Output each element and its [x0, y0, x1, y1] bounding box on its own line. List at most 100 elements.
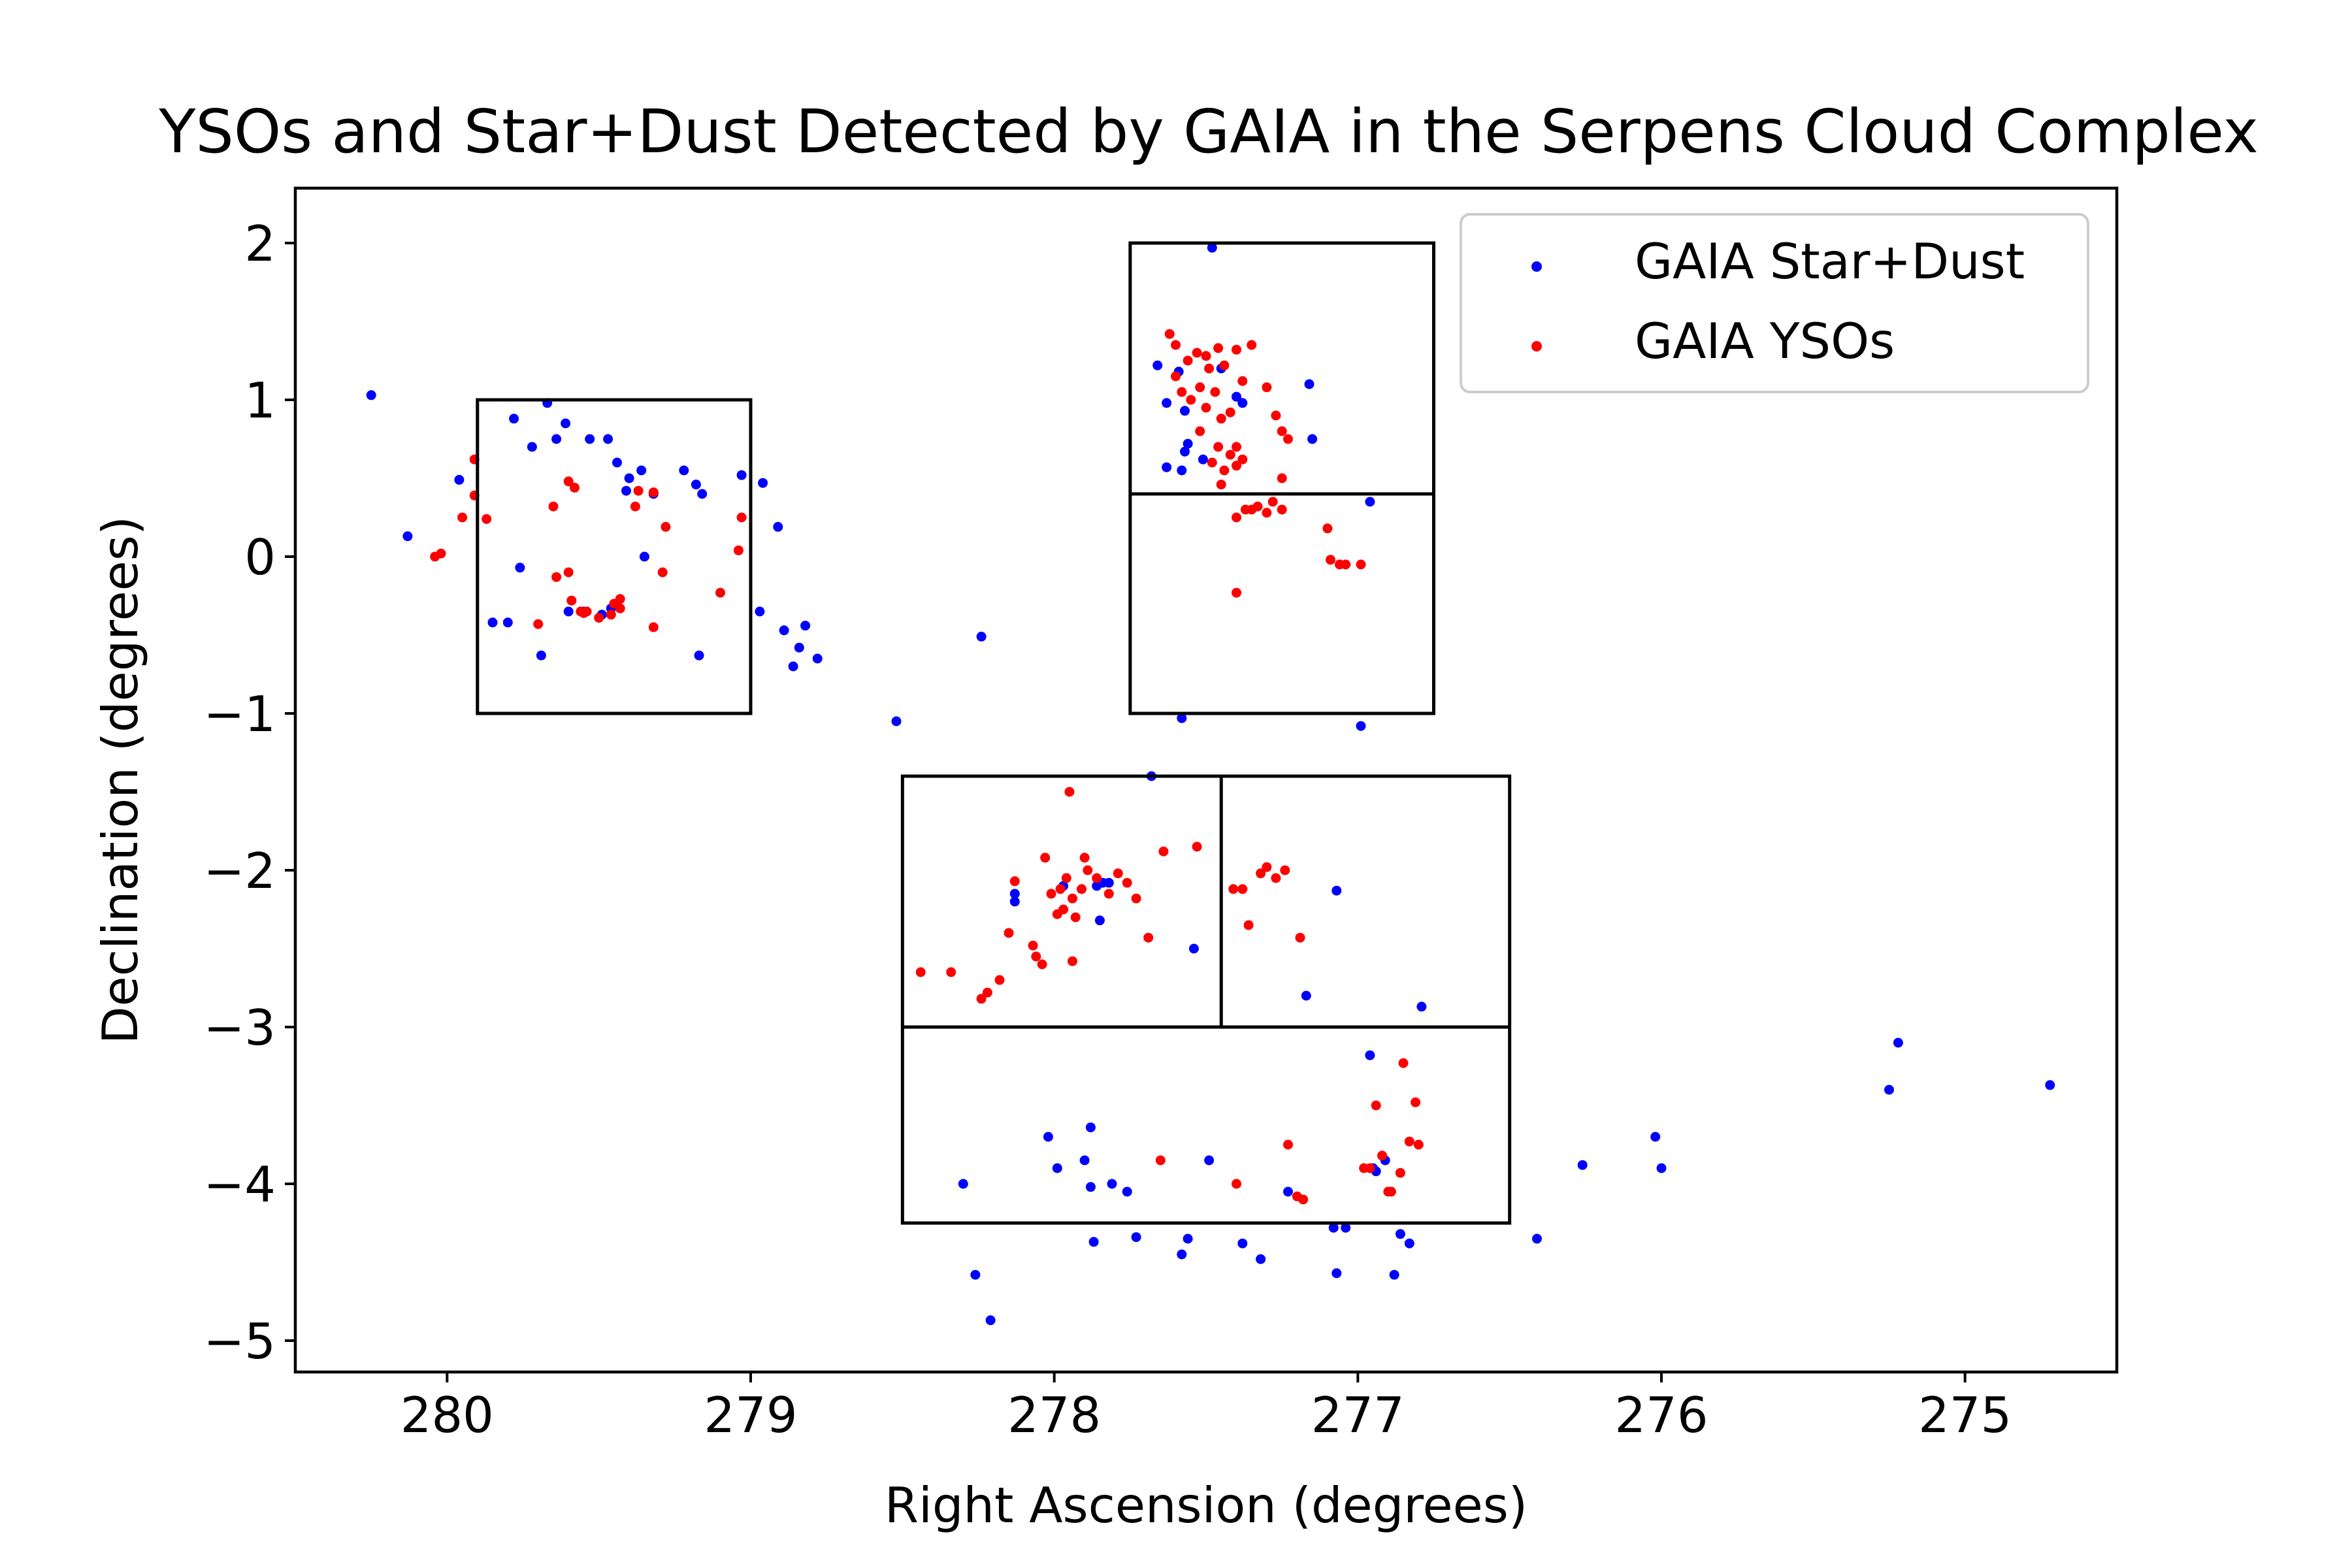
- yso-point-10: [563, 476, 574, 487]
- star-dust-point-51: [1237, 398, 1248, 408]
- region-box-0: [476, 398, 753, 715]
- star-dust-point-96: [1256, 1254, 1266, 1264]
- star-dust-point-19: [758, 478, 768, 488]
- yso-point-15: [581, 606, 592, 617]
- star-dust-point-6: [551, 434, 562, 444]
- yso-point-30: [1164, 329, 1175, 339]
- yso-point-126: [1398, 1058, 1409, 1068]
- yso-point-103: [1131, 893, 1141, 904]
- star-dust-point-43: [1180, 406, 1190, 416]
- yso-point-12: [566, 595, 577, 606]
- yso-point-129: [1404, 1136, 1414, 1147]
- star-dust-point-10: [612, 457, 622, 468]
- star-dust-point-83: [1085, 1182, 1096, 1192]
- star-dust-point-13: [636, 465, 647, 476]
- star-dust-point-64: [1103, 877, 1114, 888]
- yso-point-33: [1192, 348, 1202, 358]
- yso-point-52: [1207, 457, 1217, 468]
- star-dust-point-0: [366, 390, 376, 400]
- yso-point-6: [533, 619, 544, 629]
- yso-point-117: [1283, 1139, 1293, 1150]
- yso-point-112: [1271, 873, 1281, 883]
- y-tick-label-1: 1: [244, 372, 276, 429]
- yso-point-46: [1201, 402, 1211, 413]
- yso-point-121: [1365, 1163, 1375, 1173]
- star-dust-point-80: [1052, 1163, 1062, 1173]
- star-dust-point-91: [1088, 1237, 1099, 1247]
- plot-area-frame: [293, 186, 2119, 1374]
- yso-point-99: [1092, 873, 1102, 883]
- star-dust-point-9: [603, 434, 613, 444]
- star-dust-point-59: [1009, 889, 1020, 899]
- yso-point-55: [1225, 449, 1235, 460]
- yso-point-127: [1411, 1097, 1421, 1107]
- star-dust-point-25: [563, 606, 574, 617]
- yso-point-48: [1216, 414, 1226, 424]
- yso-point-51: [1195, 426, 1205, 436]
- star-dust-point-101: [1395, 1229, 1405, 1239]
- yso-point-123: [1377, 1151, 1387, 1161]
- yso-point-2: [436, 548, 446, 559]
- star-dust-point-20: [773, 521, 783, 532]
- yso-point-84: [1031, 951, 1041, 962]
- star-dust-point-2: [454, 474, 465, 485]
- star-dust-point-29: [639, 551, 649, 562]
- yso-point-87: [1046, 889, 1056, 899]
- yso-point-23: [648, 487, 659, 498]
- yso-point-85: [1037, 959, 1047, 970]
- yso-point-91: [1061, 873, 1071, 883]
- yso-point-71: [1326, 555, 1335, 565]
- yso-point-24: [661, 521, 671, 532]
- yso-point-104: [1143, 932, 1154, 943]
- yso-point-95: [1070, 912, 1081, 923]
- star-dust-point-37: [891, 716, 902, 727]
- star-dust-point-100: [1389, 1269, 1399, 1280]
- legend-box: [1460, 213, 2089, 393]
- yso-point-114: [1295, 932, 1305, 943]
- yso-point-68: [1232, 512, 1241, 523]
- star-dust-point-90: [985, 1315, 996, 1326]
- yso-point-37: [1219, 360, 1230, 370]
- yso-point-21: [633, 485, 644, 496]
- star-dust-point-55: [1177, 713, 1187, 723]
- yso-point-20: [615, 594, 625, 604]
- yso-point-40: [1247, 340, 1257, 350]
- x-axis-label: Right Ascension (degrees): [885, 1477, 1527, 1534]
- yso-point-78: [976, 994, 987, 1004]
- yso-point-27: [715, 587, 725, 598]
- yso-point-44: [1186, 395, 1196, 405]
- x-tick-label-279: 279: [704, 1386, 797, 1444]
- x-axis-ticks: 280 279 278 277 276 275: [400, 1372, 2012, 1444]
- star-dust-point-71: [2045, 1080, 2055, 1090]
- star-dust-point-103: [1532, 1233, 1542, 1244]
- star-dust-point-32: [779, 625, 789, 636]
- star-dust-point-8: [585, 434, 595, 444]
- star-dust-point-85: [1122, 1186, 1132, 1197]
- star-dust-point-73: [1656, 1163, 1667, 1173]
- yso-point-86: [1040, 853, 1051, 863]
- yso-point-63: [1271, 410, 1281, 421]
- yso-point-64: [1277, 426, 1287, 436]
- star-dust-point-7: [561, 418, 571, 429]
- y-tick-label-0: 2: [244, 215, 276, 272]
- yso-point-122: [1371, 1100, 1381, 1111]
- star-dust-point-58: [1188, 943, 1199, 954]
- star-dust-point-17: [697, 489, 708, 499]
- x-tick-label-278: 278: [1007, 1386, 1101, 1444]
- region-boxes: [476, 241, 1512, 1225]
- star-dust-point-44: [1183, 438, 1193, 449]
- star-dust-point-99: [1341, 1222, 1351, 1233]
- yso-point-90: [1058, 904, 1069, 915]
- yso-point-56: [1232, 461, 1241, 471]
- yso-point-107: [1228, 884, 1239, 894]
- yso-point-9: [563, 567, 574, 578]
- yso-point-34: [1201, 351, 1211, 361]
- x-tick-label-275: 275: [1918, 1386, 2012, 1444]
- star-dust-point-42: [1162, 398, 1172, 408]
- yso-point-70: [1322, 523, 1333, 534]
- star-dust-point-54: [1365, 497, 1375, 507]
- yso-point-32: [1183, 355, 1193, 366]
- star-dust-point-68: [1416, 1002, 1427, 1012]
- star-dust-point-87: [1283, 1186, 1293, 1197]
- star-dust-point-34: [794, 642, 804, 653]
